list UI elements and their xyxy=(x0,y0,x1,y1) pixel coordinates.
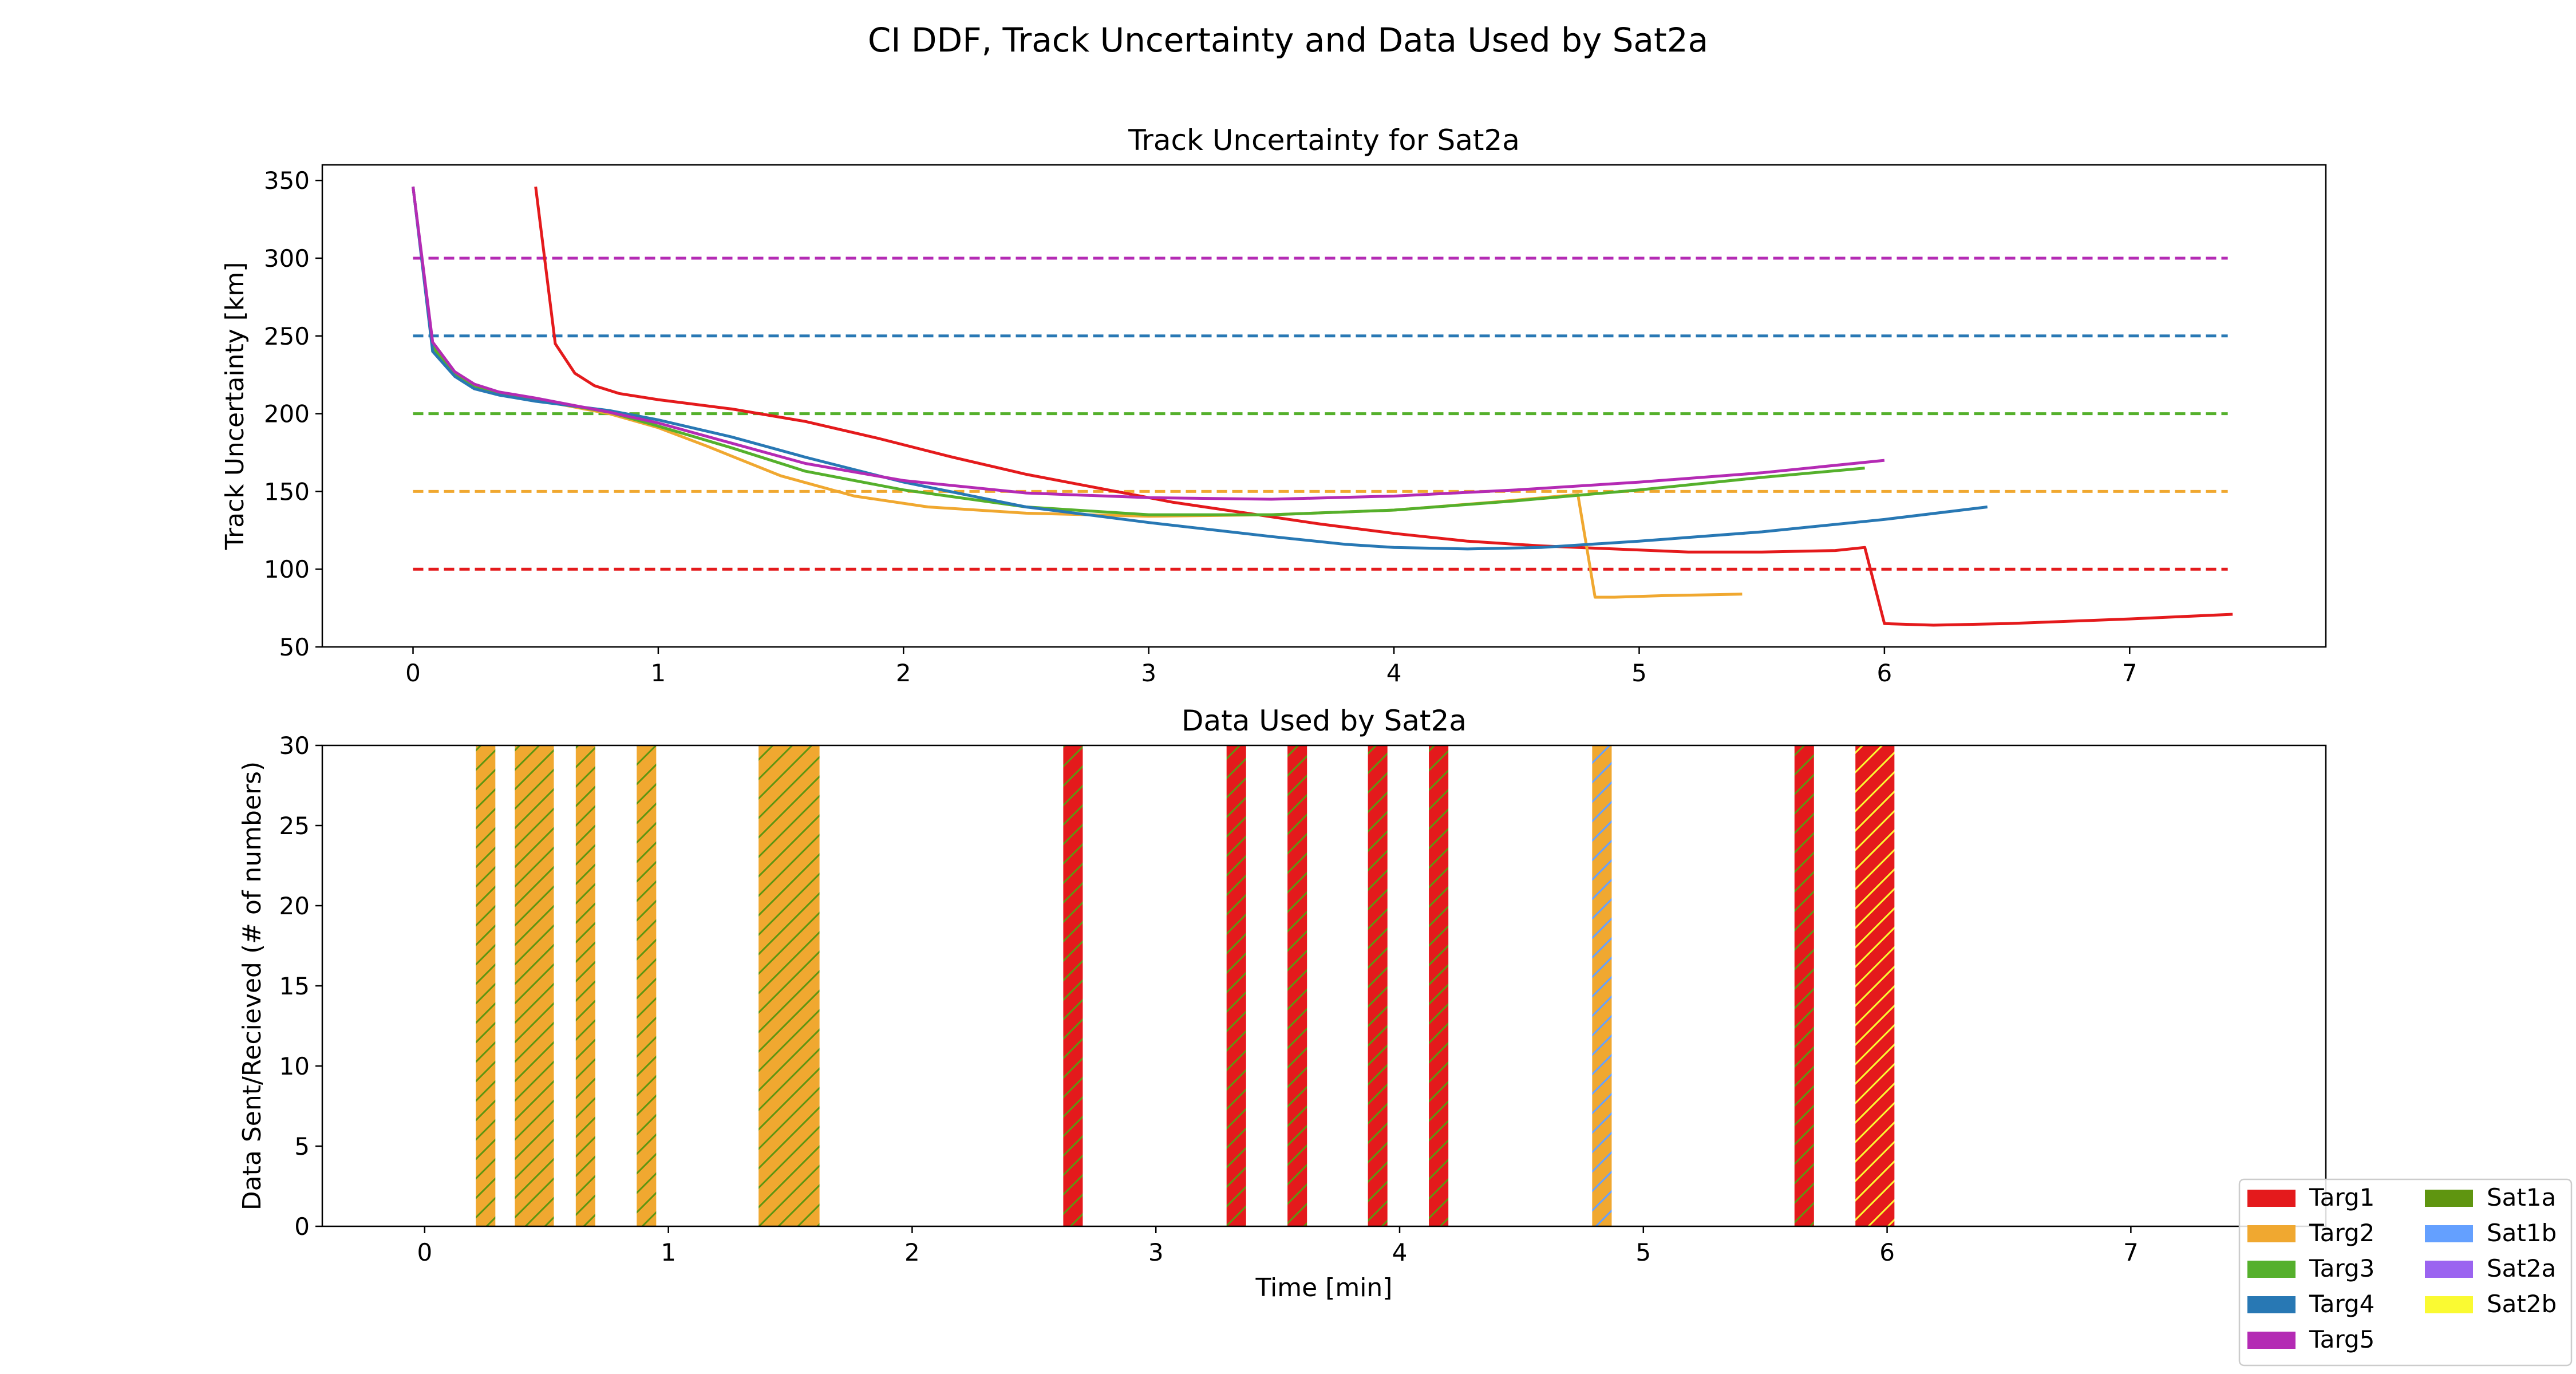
y-tick-label: 300 xyxy=(264,244,310,273)
y-tick-label: 20 xyxy=(279,892,310,920)
legend-swatch-targ3 xyxy=(2247,1261,2296,1278)
legend-label-targ3: Targ3 xyxy=(2309,1254,2374,1282)
x-tick-label: 4 xyxy=(1386,659,1402,687)
y-tick-label: 150 xyxy=(264,477,310,506)
panel-title: Data Used by Sat2a xyxy=(1182,704,1467,737)
y-tick-label: 100 xyxy=(264,555,310,583)
track-uncertainty-panel: 0 1 2 3 4 5 6 7 50 100 150 200 250 300 350 Track Uncert… xyxy=(220,124,2327,687)
x-tick-label: 4 xyxy=(1392,1238,1408,1266)
legend-label-targ5: Targ5 xyxy=(2309,1325,2374,1353)
legend-swatch-targ4 xyxy=(2247,1296,2296,1313)
x-tick-label: 0 xyxy=(405,659,421,687)
series-line-targ1 xyxy=(534,186,2233,627)
x-axis-label: Time [min] xyxy=(1255,1273,1393,1302)
legend-swatch-sat1a xyxy=(2425,1190,2473,1207)
bar-targ2-3 xyxy=(637,745,657,1226)
y-tick-label: 0 xyxy=(294,1213,310,1241)
legend-swatch-targ2 xyxy=(2247,1225,2296,1242)
y-tick-label: 200 xyxy=(264,400,310,428)
panel-title: Track Uncertainty for Sat2a xyxy=(1128,124,1520,157)
legend-swatch-sat2a xyxy=(2425,1261,2473,1278)
axes-frame xyxy=(321,164,2327,648)
legend-swatch-targ5 xyxy=(2247,1332,2296,1349)
bar-targ1-5 xyxy=(1063,745,1083,1226)
legend-swatch-sat2b xyxy=(2425,1296,2473,1313)
series-line-targ5 xyxy=(412,186,1885,501)
legend-label-sat1a: Sat1a xyxy=(2487,1183,2556,1211)
legend-label-targ1: Targ1 xyxy=(2309,1183,2374,1211)
y-tick-label: 50 xyxy=(279,633,310,661)
y-axis-label: Data Sent/Recieved (# of numbers) xyxy=(238,761,267,1210)
series-line-targ3 xyxy=(412,186,1865,516)
x-tick-label: 3 xyxy=(1141,659,1156,687)
series-line-targ4 xyxy=(412,186,1988,551)
data-used-panel: 0 1 2 3 4 5 6 7 0 5 10 15 20 25 30 Data Used by Sat2a Da… xyxy=(238,704,2327,1302)
x-tick-label: 1 xyxy=(661,1238,676,1266)
legend: Targ1 Targ2 Targ3 Targ4 Targ5 Sat1a Sat1b Sat2a… xyxy=(2238,1178,2573,1367)
x-tick-label: 2 xyxy=(896,659,911,687)
x-tick-label: 7 xyxy=(2123,1238,2139,1266)
x-tick-label: 6 xyxy=(1877,659,1893,687)
legend-label-targ4: Targ4 xyxy=(2309,1290,2374,1318)
y-tick-label: 25 xyxy=(279,812,310,840)
y-tick-label: 5 xyxy=(294,1132,310,1160)
bar-targ1-8 xyxy=(1368,745,1388,1226)
x-tick-label: 0 xyxy=(417,1238,432,1266)
bar-targ1-6 xyxy=(1226,745,1246,1226)
bar-targ2-10 xyxy=(1592,745,1612,1226)
y-tick-label: 10 xyxy=(279,1052,310,1080)
legend-label-targ2: Targ2 xyxy=(2309,1219,2374,1247)
x-tick-label: 2 xyxy=(904,1238,920,1266)
bar-targ1-11 xyxy=(1794,745,1814,1226)
bar-targ2-2 xyxy=(575,745,595,1226)
x-tick-label: 5 xyxy=(1635,1238,1651,1266)
legend-box xyxy=(2238,1178,2573,1367)
y-tick-label: 250 xyxy=(264,322,310,350)
x-tick-label: 1 xyxy=(651,659,666,687)
x-tick-label: 5 xyxy=(1631,659,1647,687)
y-tick-label: 30 xyxy=(279,732,310,760)
x-tick-label: 3 xyxy=(1148,1238,1164,1266)
legend-label-sat1b: Sat1b xyxy=(2487,1219,2557,1247)
axes-frame xyxy=(321,744,2327,1227)
legend-swatch-targ1 xyxy=(2247,1190,2296,1207)
y-tick-label: 15 xyxy=(279,972,310,1000)
bar-targ2-1 xyxy=(515,745,554,1226)
legend-label-sat2a: Sat2a xyxy=(2487,1254,2556,1282)
bar-targ1-7 xyxy=(1287,745,1307,1226)
x-tick-label: 7 xyxy=(2122,659,2138,687)
x-tick-label: 6 xyxy=(1879,1238,1895,1266)
bar-targ2-0 xyxy=(476,745,496,1226)
bar-targ2-4 xyxy=(758,745,820,1226)
bar-targ1-9 xyxy=(1429,745,1449,1226)
bar-targ1-12 xyxy=(1855,745,1895,1226)
legend-label-sat2b: Sat2b xyxy=(2487,1290,2557,1318)
legend-swatch-sat1b xyxy=(2425,1225,2473,1242)
y-tick-label: 350 xyxy=(264,167,310,195)
figure-title: CI DDF, Track Uncertainty and Data Used … xyxy=(868,21,1708,60)
y-axis-label: Track Uncertainty [km] xyxy=(220,262,250,551)
